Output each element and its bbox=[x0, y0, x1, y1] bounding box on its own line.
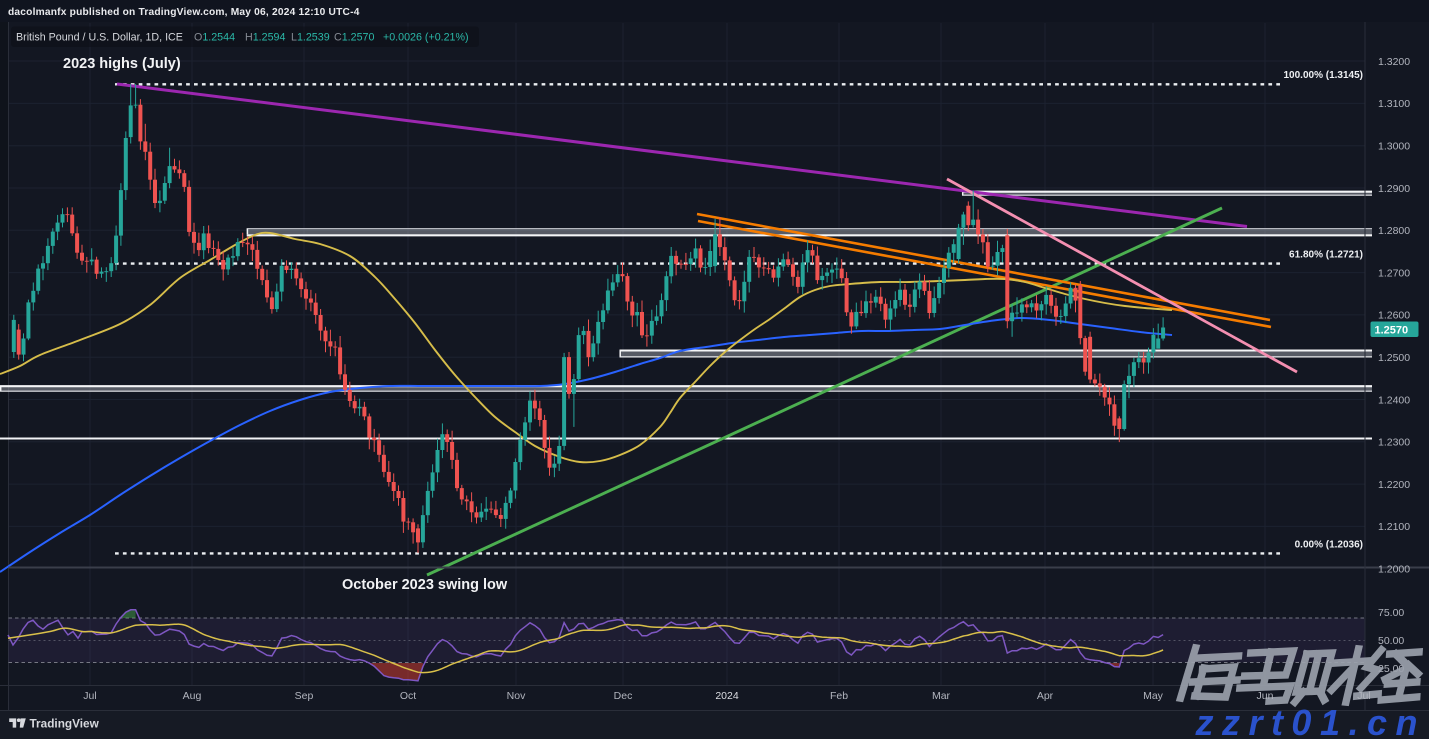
svg-text:1.2700: 1.2700 bbox=[1378, 267, 1410, 279]
svg-text:Oct: Oct bbox=[400, 690, 416, 702]
svg-text:1.2400: 1.2400 bbox=[1378, 394, 1410, 406]
svg-text:C1.2570: C1.2570 bbox=[334, 32, 374, 44]
svg-text:May: May bbox=[1143, 690, 1164, 702]
svg-text:Jun: Jun bbox=[1257, 690, 1274, 702]
svg-text:Jul: Jul bbox=[83, 690, 96, 702]
svg-text:75.00: 75.00 bbox=[1378, 607, 1404, 619]
svg-text:Sep: Sep bbox=[295, 690, 314, 702]
svg-text:100.00% (1.3145): 100.00% (1.3145) bbox=[1283, 70, 1363, 81]
svg-text:Aug: Aug bbox=[183, 690, 202, 702]
svg-text:1.3000: 1.3000 bbox=[1378, 141, 1410, 153]
svg-text:Dec: Dec bbox=[614, 690, 633, 702]
svg-text:1.2300: 1.2300 bbox=[1378, 437, 1410, 449]
svg-text:Mar: Mar bbox=[932, 690, 951, 702]
svg-text:Feb: Feb bbox=[830, 690, 848, 702]
svg-text:1.2570: 1.2570 bbox=[1375, 325, 1409, 337]
svg-text:O1.2544: O1.2544 bbox=[194, 32, 235, 44]
svg-text:1.2900: 1.2900 bbox=[1378, 183, 1410, 195]
svg-text:+0.0026 (+0.21%): +0.0026 (+0.21%) bbox=[383, 32, 469, 44]
svg-text:0.00% (1.2036): 0.00% (1.2036) bbox=[1295, 540, 1363, 551]
svg-text:TradingView: TradingView bbox=[30, 717, 100, 731]
svg-text:1.2600: 1.2600 bbox=[1378, 310, 1410, 322]
svg-text:2024: 2024 bbox=[715, 690, 739, 702]
svg-text:Jul: Jul bbox=[1357, 690, 1370, 702]
svg-text:1.2800: 1.2800 bbox=[1378, 225, 1410, 237]
svg-text:1.3200: 1.3200 bbox=[1378, 56, 1410, 68]
svg-text:1.2500: 1.2500 bbox=[1378, 352, 1410, 364]
svg-text:Nov: Nov bbox=[507, 690, 526, 702]
svg-text:H1.2594: H1.2594 bbox=[245, 32, 285, 44]
svg-text:L1.2539: L1.2539 bbox=[291, 32, 330, 44]
svg-text:1.2100: 1.2100 bbox=[1378, 521, 1410, 533]
svg-text:1.3100: 1.3100 bbox=[1378, 98, 1410, 110]
svg-text:2023 highs (July): 2023 highs (July) bbox=[63, 56, 181, 72]
svg-text:1.2200: 1.2200 bbox=[1378, 479, 1410, 491]
svg-text:50.00: 50.00 bbox=[1378, 635, 1404, 647]
svg-text:October 2023 swing low: October 2023 swing low bbox=[342, 577, 508, 593]
svg-text:61.80% (1.2721): 61.80% (1.2721) bbox=[1289, 250, 1363, 261]
svg-text:zzrt01.cn: zzrt01.cn bbox=[1194, 702, 1426, 739]
svg-text:Apr: Apr bbox=[1037, 690, 1054, 702]
svg-text:1.2000: 1.2000 bbox=[1378, 564, 1410, 576]
svg-text:dacolmanfx published on Tradin: dacolmanfx published on TradingView.com,… bbox=[8, 7, 360, 18]
svg-text:British Pound / U.S. Dollar, 1: British Pound / U.S. Dollar, 1D, ICE bbox=[16, 32, 183, 44]
